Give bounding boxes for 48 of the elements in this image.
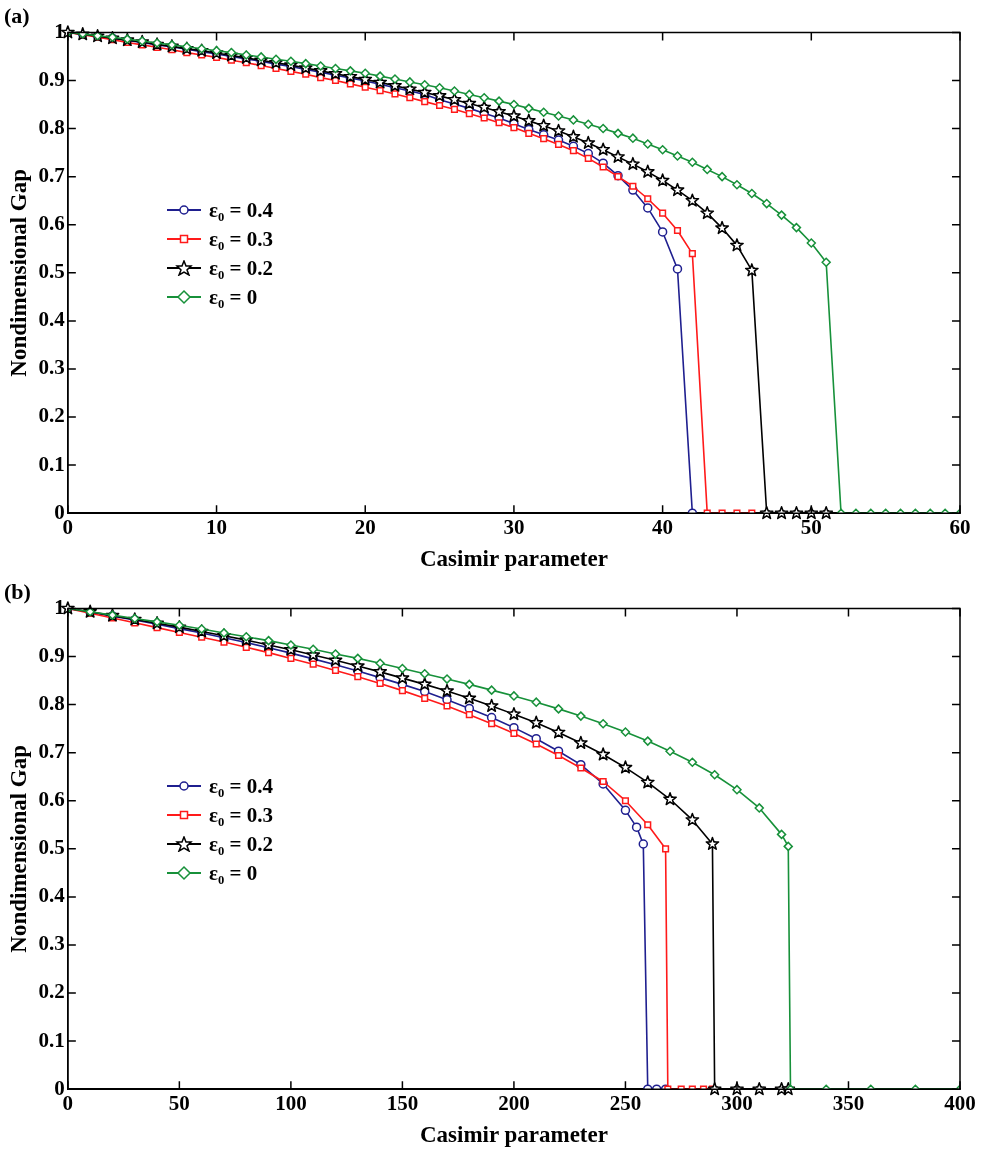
- x-axis-title: Casimir parameter: [419, 546, 608, 572]
- legend-label: ε₀ = 0.3: [208, 225, 273, 253]
- y-tick-label: 0.5: [38, 259, 65, 284]
- y-tick-label: 0.2: [38, 403, 65, 428]
- y-tick-label: 0.4: [38, 307, 66, 332]
- legend-label: ε₀ = 0.4: [208, 772, 273, 800]
- y-tick-label: 0.4: [38, 883, 66, 908]
- x-tick-label: 300: [721, 1091, 753, 1116]
- x-tick-label: 40: [652, 515, 674, 540]
- y-axis-title: Nondimensional Gap: [5, 744, 31, 953]
- legend-label: ε₀ = 0.3: [208, 801, 273, 829]
- y-tick-label: 0.7: [38, 739, 65, 764]
- chart-title: (a): [4, 2, 30, 28]
- y-tick-label: 0.6: [38, 787, 65, 812]
- y-tick-label: 0.1: [38, 1027, 65, 1052]
- y-tick-label: 0.5: [38, 835, 65, 860]
- legend-label: ε₀ = 0: [208, 283, 258, 311]
- legend-label: ε₀ = 0.2: [208, 254, 273, 282]
- legend-label: ε₀ = 0: [208, 859, 258, 887]
- x-tick-label: 10: [206, 515, 228, 540]
- y-tick-label: 0.3: [38, 355, 65, 380]
- y-tick-label: 0.2: [38, 979, 65, 1004]
- x-tick-label: 350: [832, 1091, 865, 1116]
- x-tick-label: 150: [386, 1091, 419, 1116]
- x-tick-label: 400: [944, 1091, 976, 1116]
- y-tick-label: 0.8: [38, 114, 65, 139]
- x-tick-label: 100: [275, 1091, 307, 1116]
- chart-title: (b): [4, 578, 31, 604]
- y-tick-label: 0.9: [38, 66, 65, 91]
- y-tick-label: 0.3: [38, 931, 65, 956]
- x-tick-label: 30: [503, 515, 525, 540]
- x-tick-label: 200: [498, 1091, 530, 1116]
- x-tick-label: 50: [168, 1091, 190, 1116]
- x-tick-label: 20: [354, 515, 376, 540]
- y-tick-label: 0.7: [38, 163, 65, 188]
- y-tick-label: 0.8: [38, 690, 65, 715]
- y-tick-label: 0.1: [38, 451, 65, 476]
- legend-label: ε₀ = 0.4: [208, 196, 273, 224]
- x-axis-title: Casimir parameter: [419, 1122, 608, 1148]
- x-tick-label: 250: [609, 1091, 642, 1116]
- y-tick-label: 1: [54, 18, 65, 43]
- y-axis-title: Nondimensional Gap: [5, 168, 31, 377]
- y-tick-label: 0.9: [38, 642, 65, 667]
- y-tick-label: 1: [54, 594, 65, 619]
- legend-label: ε₀ = 0.2: [208, 830, 273, 858]
- y-tick-label: 0.6: [38, 211, 65, 236]
- x-tick-label: 50: [800, 515, 822, 540]
- x-tick-label: 60: [949, 515, 971, 540]
